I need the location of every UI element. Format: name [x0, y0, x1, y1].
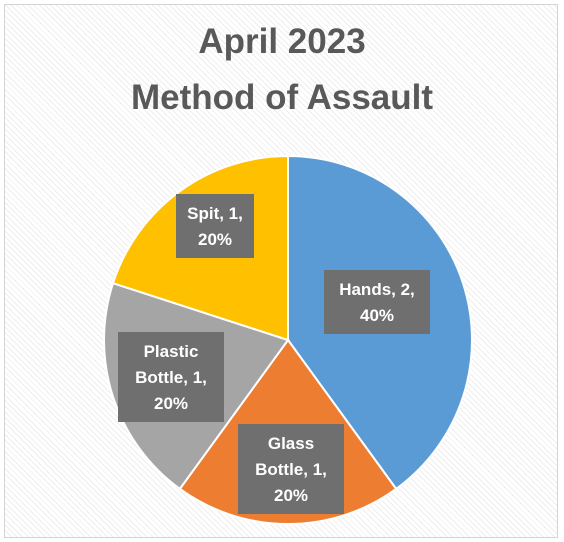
data-label-text: Spit, 1,: [187, 204, 243, 223]
data-label-glass-bottle: Glass Bottle, 1, 20%: [238, 424, 344, 514]
data-label-text: Hands, 2,: [339, 280, 415, 299]
data-label-text: Bottle, 1,: [135, 368, 207, 387]
data-label-box: [324, 270, 430, 334]
data-label-box: [176, 194, 254, 258]
data-label-spit: Spit, 1, 20%: [176, 194, 254, 258]
pie-data-labels: Hands, 2, 40% Glass Bottle, 1, 20% Plastic Bot…: [118, 194, 430, 514]
data-label-plastic-bottle: Plastic Bottle, 1, 20%: [118, 332, 224, 422]
data-label-text: Glass: [268, 434, 314, 453]
chart-title-line-2: Method of Assault: [130, 78, 434, 117]
data-label-text: 20%: [154, 394, 188, 413]
data-label-text: 20%: [274, 486, 308, 505]
data-label-text: Bottle, 1,: [255, 460, 327, 479]
data-label-box: [238, 424, 344, 514]
chart-title-line-1: April 2023: [198, 22, 366, 61]
data-label-hands: Hands, 2, 40%: [324, 270, 430, 334]
data-label-text: Plastic: [144, 342, 199, 361]
data-label-text: 20%: [198, 230, 232, 249]
data-label-text: 40%: [360, 306, 394, 325]
data-label-box: [118, 332, 224, 422]
